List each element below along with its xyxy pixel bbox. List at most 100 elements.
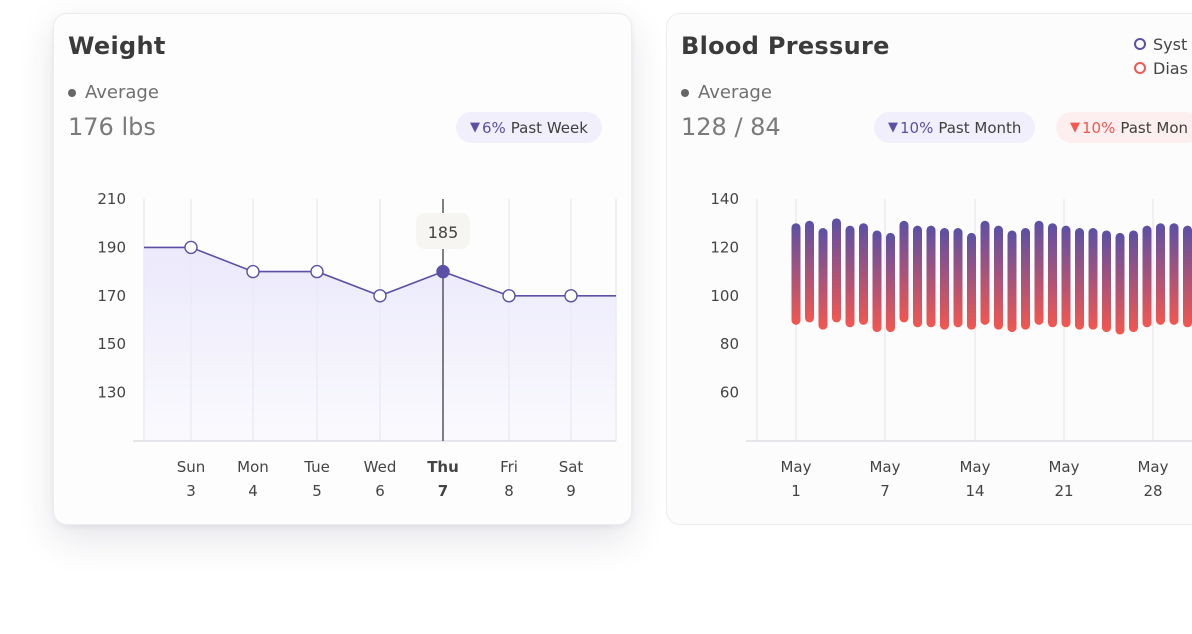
data-point [246, 264, 260, 279]
x-tick-month-label: May [1048, 458, 1079, 476]
bp-dias-change-badge: ▼ 10% Past Mon [1056, 112, 1192, 143]
x-tick-month-label: May [1137, 458, 1168, 476]
bp-range-bar [1183, 225, 1192, 328]
bp-range-bar [805, 220, 814, 323]
bp-range-bar [1156, 223, 1165, 325]
x-tick-day-label: 7 [880, 482, 890, 500]
y-tick-label: 140 [710, 190, 739, 208]
x-tick-day-label: 28 [1143, 482, 1162, 500]
bp-dias-change-percent: 10% [1082, 118, 1116, 137]
data-point [436, 264, 450, 279]
x-tick-day-label: 21 [1054, 482, 1073, 500]
y-tick-label: 170 [97, 287, 126, 305]
data-point [502, 289, 516, 303]
x-tick-month-label: May [959, 458, 990, 476]
y-tick-label: 190 [97, 238, 126, 256]
x-tick-date-label: 4 [248, 482, 258, 500]
bp-range-bar [994, 225, 1003, 330]
bp-range-bar [832, 218, 841, 323]
bp-range-bar [818, 228, 828, 330]
bp-range-bar [1129, 230, 1138, 333]
weight-average-value: 176 lbs [68, 113, 156, 141]
x-tick-date-label: 8 [504, 482, 514, 500]
data-point [310, 264, 324, 279]
bp-range-bar [1061, 225, 1071, 328]
bp-range-bar [1048, 223, 1057, 328]
bp-dias-change-period: Past Mon [1120, 118, 1188, 137]
blood-pressure-chart: 140 120 100 80 60 May 1 May 7 May 14 May 21 May 28 [710, 190, 1192, 500]
bp-range-bar [1115, 232, 1125, 335]
weight-average-label-text: Average [85, 82, 159, 103]
bp-average-value: 128 / 84 [681, 113, 781, 141]
weight-area [144, 247, 616, 441]
bp-average-label-text: Average [698, 82, 772, 103]
x-tick-day-label: Fri [500, 458, 518, 476]
legend-label-dias: Dias [1153, 58, 1188, 78]
x-tick-day-label: Tue [303, 458, 330, 476]
legend-item-dias: Dias [1134, 56, 1188, 80]
tooltip-value: 185 [428, 223, 459, 242]
circle-outline-icon [1134, 62, 1146, 74]
bp-range-bar [926, 225, 936, 328]
data-point [373, 289, 387, 303]
x-tick-day-label: Mon [237, 458, 269, 476]
bp-range-bar [791, 223, 801, 325]
y-tick-label: 60 [720, 384, 739, 402]
y-tick-label: 130 [97, 384, 126, 402]
weight-chart: 210 190 170 150 130 185 Sun 3 Mon 4 Tue 5 Wed 6 Thu 7 Fr… [97, 190, 617, 500]
circle-outline-icon [1134, 38, 1146, 50]
bp-range-bar [953, 228, 963, 328]
x-tick-date-label: 7 [438, 482, 448, 500]
bp-range-bar [940, 228, 949, 330]
x-tick-day-label: 1 [791, 482, 801, 500]
legend-label-syst: Syst [1153, 34, 1188, 54]
bp-range-bar [913, 225, 922, 328]
bp-range-bar [845, 225, 855, 328]
x-tick-month-label: May [869, 458, 900, 476]
bp-range-bar [1102, 230, 1111, 333]
bp-syst-change-period: Past Month [938, 118, 1022, 137]
bp-range-bar [899, 220, 909, 323]
x-tick-day-label: Thu [427, 458, 459, 476]
blood-pressure-card: Blood Pressure Syst Dias Average 128 / 8… [666, 13, 1192, 525]
bullet-dot-icon [68, 88, 76, 97]
weight-change-percent: 6% [482, 118, 506, 137]
triangle-down-icon: ▼ [470, 120, 480, 135]
bp-range-bar [980, 220, 990, 325]
bp-legend: Syst Dias [1134, 32, 1188, 80]
y-tick-label: 100 [710, 287, 739, 305]
weight-change-period: Past Week [510, 118, 588, 137]
triangle-down-icon: ▼ [888, 120, 898, 135]
x-tick-day-label: Wed [364, 458, 397, 476]
bp-range-bar [1169, 223, 1179, 325]
bp-title: Blood Pressure [681, 32, 890, 60]
triangle-down-icon: ▼ [1070, 120, 1080, 135]
weight-change-badge: ▼ 6% Past Week [456, 112, 602, 143]
x-tick-day-label: Sun [177, 458, 206, 476]
data-point [184, 240, 198, 255]
tooltip-box [416, 213, 470, 249]
bp-range-bar [1075, 228, 1084, 330]
bp-syst-change-badge: ▼ 10% Past Month [874, 112, 1036, 143]
bp-range-bar [872, 230, 882, 333]
x-tick-date-label: 9 [566, 482, 576, 500]
legend-item-syst: Syst [1134, 32, 1188, 56]
bp-range-bar [1021, 228, 1030, 330]
weight-average-label: Average [68, 82, 159, 103]
y-tick-label: 120 [710, 238, 739, 256]
weight-card: Weight Average 176 lbs ▼ 6% Past Week 21… [53, 13, 632, 525]
x-tick-date-label: 6 [375, 482, 385, 500]
bp-range-bar [1007, 230, 1017, 333]
weight-title: Weight [68, 32, 166, 60]
x-tick-month-label: May [780, 458, 811, 476]
bp-range-bar [1142, 225, 1152, 328]
bp-range-bar [1034, 220, 1044, 325]
data-point [564, 289, 578, 303]
bullet-dot-icon [681, 88, 689, 97]
bp-range-bar [1088, 228, 1098, 330]
bp-range-bar [967, 232, 976, 330]
y-tick-label: 150 [97, 335, 126, 353]
bp-syst-change-percent: 10% [900, 118, 934, 137]
x-tick-day-label: Sat [559, 458, 584, 476]
bp-range-bar [886, 232, 895, 333]
